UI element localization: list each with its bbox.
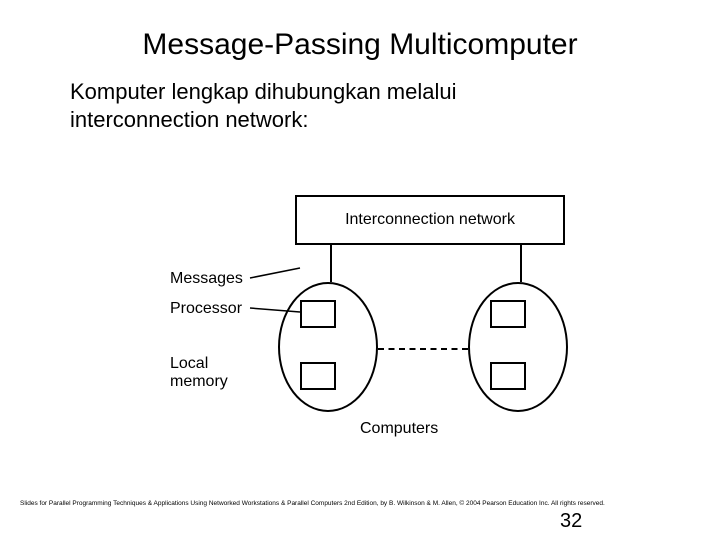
footer-text: Slides for Parallel Programming Techniqu… bbox=[20, 500, 605, 507]
ellipsis-dash bbox=[378, 348, 468, 350]
interconnection-network-box: Interconnection network bbox=[295, 195, 565, 245]
interconnection-network-label: Interconnection network bbox=[345, 211, 515, 229]
local-memory-label: Local memory bbox=[170, 355, 250, 392]
connector-line-right bbox=[520, 245, 522, 282]
page-number: 32 bbox=[560, 510, 582, 533]
slide: Message-Passing Multicomputer Komputer l… bbox=[0, 0, 720, 540]
slide-title: Message-Passing Multicomputer bbox=[0, 28, 720, 62]
memory-box-right bbox=[490, 362, 526, 390]
messages-label: Messages bbox=[170, 270, 243, 288]
processor-box-left bbox=[300, 300, 336, 328]
processor-box-right bbox=[490, 300, 526, 328]
processor-label: Processor bbox=[170, 300, 242, 318]
slide-subtitle: Komputer lengkap dihubungkan melalui int… bbox=[70, 78, 590, 133]
messages-leader bbox=[250, 268, 300, 278]
connector-line-left bbox=[330, 245, 332, 282]
computers-label: Computers bbox=[360, 420, 438, 438]
memory-box-left bbox=[300, 362, 336, 390]
